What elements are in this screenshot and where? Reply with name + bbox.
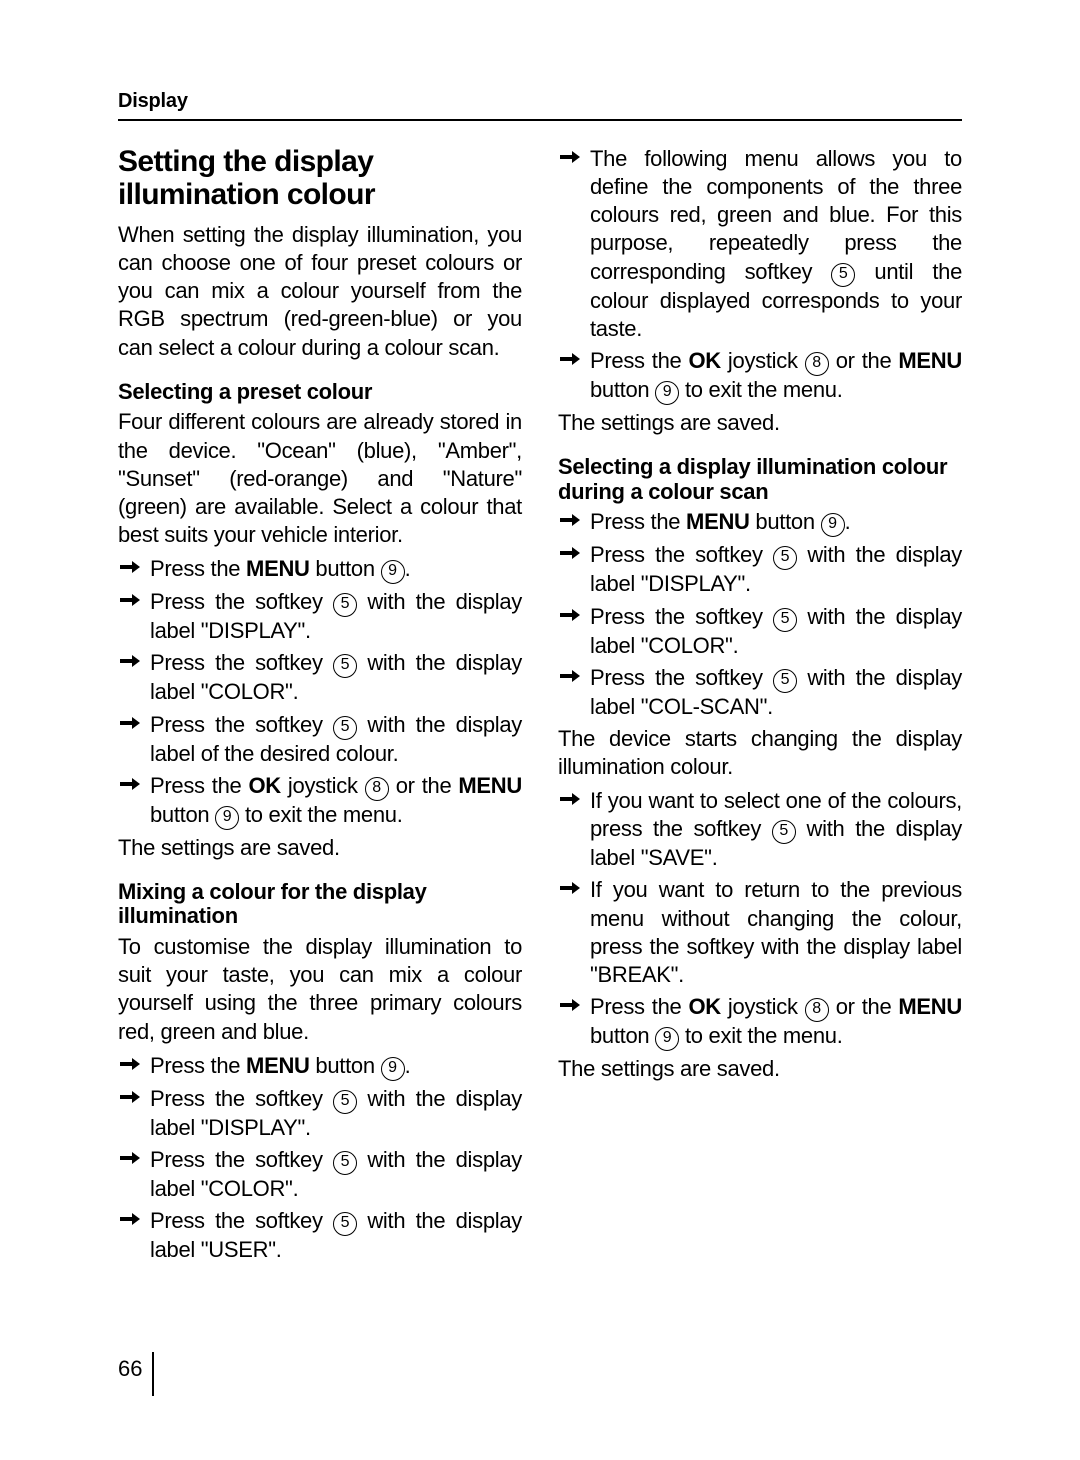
step-text: Press the softkey 5 with the display lab…: [150, 1146, 522, 1203]
step-item: If you want to select one of the colours…: [558, 787, 962, 872]
step-text: Press the OK joystick 8 or the MENU butt…: [590, 347, 962, 405]
step-item: The following menu allows you to define …: [558, 145, 962, 343]
step-text: Press the OK joystick 8 or the MENU butt…: [590, 993, 962, 1051]
step-text: Press the softkey 5 with the display lab…: [590, 541, 962, 598]
hand-bullet-icon: [558, 664, 590, 684]
hand-bullet-icon: [558, 508, 590, 528]
intro-paragraph: When setting the display illumination, y…: [118, 221, 522, 362]
step-item: Press the softkey 5 with the display lab…: [558, 603, 962, 660]
saved-note: The settings are saved.: [558, 409, 962, 437]
step-text: Press the softkey 5 with the display lab…: [590, 664, 962, 721]
step-item: Press the softkey 5 with the display lab…: [118, 1146, 522, 1203]
step-text: Press the MENU button 9.: [590, 508, 962, 537]
step-text: If you want to select one of the colours…: [590, 787, 962, 872]
step-item: Press the OK joystick 8 or the MENU butt…: [118, 772, 522, 830]
hand-bullet-icon: [558, 541, 590, 561]
hand-bullet-icon: [558, 876, 590, 896]
step-item: Press the softkey 5 with the display lab…: [118, 1207, 522, 1264]
step-text: Press the softkey 5 with the display lab…: [150, 649, 522, 706]
hand-bullet-icon: [118, 1052, 150, 1072]
step-text: The following menu allows you to define …: [590, 145, 962, 343]
page-number: 66: [118, 1356, 154, 1400]
hand-bullet-icon: [118, 588, 150, 608]
saved-note: The settings are saved.: [558, 1055, 962, 1083]
hand-bullet-icon: [118, 711, 150, 731]
step-item: Press the OK joystick 8 or the MENU butt…: [558, 993, 962, 1051]
step-item: If you want to return to the previous me…: [558, 876, 962, 989]
step-item: Press the softkey 5 with the display lab…: [118, 649, 522, 706]
step-item: Press the MENU button 9.: [118, 1052, 522, 1081]
step-item: Press the softkey 5 with the display lab…: [558, 664, 962, 721]
manual-page: Display Setting the display illumination…: [0, 0, 1080, 1460]
heading-1: Setting the display illumination colour: [118, 145, 522, 211]
scan-running-note: The device starts changing the display i…: [558, 725, 962, 781]
step-text: Press the softkey 5 with the display lab…: [150, 588, 522, 645]
step-text: Press the MENU button 9.: [150, 555, 522, 584]
preset-paragraph: Four different colours are already store…: [118, 408, 522, 549]
step-text: Press the OK joystick 8 or the MENU butt…: [150, 772, 522, 830]
hand-bullet-icon: [558, 145, 590, 165]
step-item: Press the OK joystick 8 or the MENU butt…: [558, 347, 962, 405]
step-text: Press the MENU button 9.: [150, 1052, 522, 1081]
hand-bullet-icon: [118, 772, 150, 792]
step-text: Press the softkey 5 with the display lab…: [150, 1085, 522, 1142]
hand-bullet-icon: [558, 993, 590, 1013]
hand-bullet-icon: [118, 1207, 150, 1227]
hand-bullet-icon: [118, 1085, 150, 1105]
step-item: Press the softkey 5 with the display lab…: [118, 588, 522, 645]
step-text: Press the softkey 5 with the display lab…: [150, 1207, 522, 1264]
step-text: Press the softkey 5 with the display lab…: [590, 603, 962, 660]
saved-note: The settings are saved.: [118, 834, 522, 862]
running-head: Display: [118, 90, 962, 121]
mix-paragraph: To customise the display illumination to…: [118, 933, 522, 1046]
hand-bullet-icon: [118, 555, 150, 575]
step-item: Press the softkey 5 with the display lab…: [118, 711, 522, 768]
content-columns: Setting the display illumination colour …: [118, 145, 962, 1315]
hand-bullet-icon: [558, 347, 590, 367]
page-number-tick: [152, 1352, 154, 1396]
step-item: Press the MENU button 9.: [118, 555, 522, 584]
heading-scan: Selecting a display illumination colour …: [558, 455, 962, 504]
hand-bullet-icon: [558, 787, 590, 807]
step-item: Press the softkey 5 with the display lab…: [118, 1085, 522, 1142]
step-item: Press the MENU button 9.: [558, 508, 962, 537]
step-text: If you want to return to the previous me…: [590, 876, 962, 989]
heading-preset: Selecting a preset colour: [118, 380, 522, 405]
hand-bullet-icon: [558, 603, 590, 623]
step-item: Press the softkey 5 with the display lab…: [558, 541, 962, 598]
hand-bullet-icon: [118, 649, 150, 669]
heading-mix: Mixing a colour for the display illumina…: [118, 880, 522, 929]
hand-bullet-icon: [118, 1146, 150, 1166]
step-text: Press the softkey 5 with the display lab…: [150, 711, 522, 768]
